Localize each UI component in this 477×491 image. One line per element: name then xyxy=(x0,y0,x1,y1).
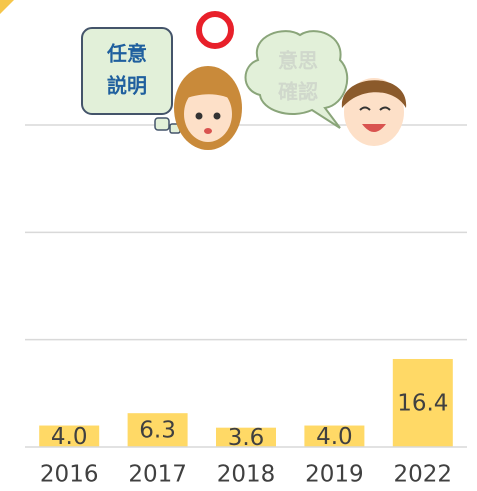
ok-mark xyxy=(196,11,234,49)
corner-decoration xyxy=(0,0,14,14)
x-tick-label: 2019 xyxy=(305,462,364,488)
bar xyxy=(392,358,453,447)
x-tick-label: 2017 xyxy=(128,462,187,488)
data-label: 4.0 xyxy=(51,424,88,450)
bubble-dot xyxy=(154,117,170,131)
bar xyxy=(216,427,276,447)
girl-face xyxy=(174,66,242,150)
x-tick-label: 2022 xyxy=(394,462,453,488)
boy-face xyxy=(341,78,407,146)
bubble-text: 確認 xyxy=(278,80,318,104)
illustration: 任意 説明 意思 確認 xyxy=(0,0,407,150)
bubble-text: 任意 xyxy=(106,42,147,66)
data-label: 4.0 xyxy=(316,424,353,450)
bar xyxy=(127,413,188,447)
x-tick-label: 2018 xyxy=(217,462,276,488)
data-label: 6.3 xyxy=(139,418,176,444)
x-tick-label: 2016 xyxy=(40,462,99,488)
bubble-text: 説明 xyxy=(107,74,147,98)
right-bubble xyxy=(244,30,349,129)
data-label: 16.4 xyxy=(397,390,448,416)
left-bubble xyxy=(81,27,173,115)
bubble-text: 意思 xyxy=(278,49,318,73)
bar xyxy=(39,425,100,447)
bar xyxy=(304,425,365,447)
